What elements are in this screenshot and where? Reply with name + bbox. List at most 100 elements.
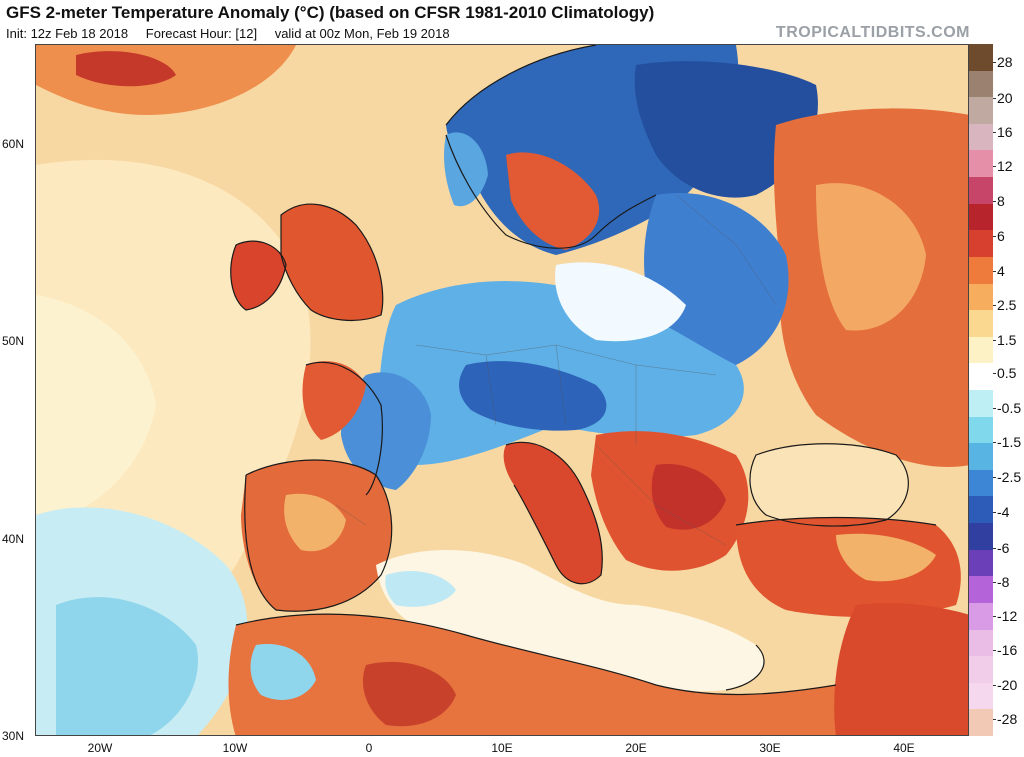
lat-label-30n: 30N: [2, 729, 25, 743]
colorbar-segment: [969, 70, 993, 98]
colorbar-segment: [969, 549, 993, 577]
lon-label-0: 0: [365, 741, 373, 755]
colorbar-label: -20: [997, 677, 1018, 693]
morocco-cold: [250, 644, 316, 700]
colorbar-tick: [993, 685, 996, 686]
colorbar-label: 0.5: [997, 365, 1017, 381]
forecast-hour: Forecast Hour: [12]: [145, 26, 258, 41]
colorbar-label: 6: [997, 228, 1005, 244]
colorbar-segment: [969, 496, 993, 524]
balearic-cold: [385, 570, 456, 607]
alps-deep-cold: [459, 361, 607, 431]
colorbar-tick: [993, 582, 996, 583]
turkey-highlands: [836, 533, 936, 582]
colorbar-segment: [969, 44, 993, 72]
colorbar-segment: [969, 310, 993, 338]
colorbar-tick: [993, 650, 996, 651]
colorbar-label: -28: [997, 711, 1018, 727]
colorbar-segment: [969, 523, 993, 551]
colorbar-label: -2.5: [997, 469, 1022, 485]
colorbar-segment: [969, 390, 993, 418]
colorbar-tick: [993, 408, 996, 409]
colorbar-label: 16: [997, 124, 1013, 140]
colorbar-tick: [993, 271, 996, 272]
atlantic-cold-core: [56, 597, 198, 735]
borders: [335, 194, 777, 546]
colorbar-segment: [969, 230, 993, 258]
colorbar-segment: [969, 283, 993, 311]
colorbar-segment: [969, 97, 993, 125]
ireland: [230, 241, 286, 310]
south-sweden-warm: [506, 152, 600, 250]
lon-label-30e: 30E: [759, 741, 781, 755]
brand-watermark: TROPICALTIDBITS.COM: [775, 24, 970, 41]
colorbar-label: 8: [997, 193, 1005, 209]
mediterranean-sea: [376, 550, 765, 692]
colorbar-segment: [969, 177, 993, 205]
north-atlantic-hot-core: [76, 51, 176, 87]
great-britain: [281, 204, 383, 321]
colorbar-segment: [969, 602, 993, 631]
colorbar-label: -16: [997, 642, 1018, 658]
france-cold: [341, 372, 431, 490]
init-time: Init: 12z Feb 18 2018: [6, 26, 129, 41]
lon-label-10e: 10E: [491, 741, 513, 755]
lon-label-20e: 20E: [625, 741, 647, 755]
colorbar-label: -4: [997, 504, 1010, 520]
colorbar-tick: [993, 98, 996, 99]
colorbar-label: -8: [997, 574, 1010, 590]
colorbar-segment: [969, 469, 993, 497]
colorbar-label: -1.5: [997, 434, 1022, 450]
colorbar-segment: [969, 416, 993, 444]
lat-label-40n: 40N: [2, 532, 25, 546]
colorbar-tick: [993, 132, 996, 133]
colorbar-tick: [993, 305, 996, 306]
colorbar-segment: [969, 363, 993, 391]
colorbar-label: -0.5: [997, 400, 1022, 416]
iberia-interior: [284, 493, 346, 552]
colorbar-label: 2.5: [997, 297, 1017, 313]
colorbar-segment: [969, 576, 993, 604]
colorbar-segment: [969, 256, 993, 285]
colorbar-segment: [969, 336, 993, 364]
colorbar-segment: [969, 656, 993, 684]
colorbar-segment: [969, 709, 993, 737]
colorbar-tick: [993, 512, 996, 513]
baltic-cold: [644, 193, 789, 365]
finland-deep-cold: [634, 61, 818, 198]
valid-time: valid at 00z Mon, Feb 19 2018: [274, 26, 450, 41]
colorbar-segment: [969, 123, 993, 151]
algeria-hot-core: [362, 661, 456, 727]
map-title: GFS 2-meter Temperature Anomaly (°C) (ba…: [6, 3, 655, 22]
colorbar-tick: [993, 236, 996, 237]
colorbar-segment: [969, 150, 993, 178]
coastlines: [230, 45, 937, 696]
colorbar-tick: [993, 373, 996, 374]
colorbar-label: -12: [997, 608, 1018, 624]
atlantic-pale-region: [36, 295, 156, 525]
colorbar-tick: [993, 62, 996, 63]
map-subtitle: Init: 12z Feb 18 2018 Forecast Hour: [12…: [6, 26, 464, 41]
colorbar-segment: [969, 443, 993, 471]
middle-east-warm: [834, 603, 968, 735]
poland-neutral: [555, 262, 686, 342]
norway-coast: [443, 132, 488, 207]
colorbar: [969, 44, 993, 737]
colorbar-segment: [969, 682, 993, 710]
anomaly-map: [35, 44, 969, 736]
colorbar-tick: [993, 616, 996, 617]
colorbar-label: 4: [997, 263, 1005, 279]
colorbar-label: 12: [997, 158, 1013, 174]
russia-warm-pale: [816, 183, 926, 331]
black-sea: [750, 443, 909, 527]
colorbar-segment: [969, 203, 993, 231]
colorbar-tick: [993, 340, 996, 341]
italy-warm: [503, 442, 603, 584]
colorbar-label: 28: [997, 54, 1013, 70]
colorbar-tick: [993, 442, 996, 443]
colorbar-label: 1.5: [997, 332, 1017, 348]
lat-label-60n: 60N: [2, 137, 25, 151]
brittany-warm: [302, 361, 366, 440]
colorbar-label: 20: [997, 90, 1013, 106]
colorbar-tick: [993, 719, 996, 720]
